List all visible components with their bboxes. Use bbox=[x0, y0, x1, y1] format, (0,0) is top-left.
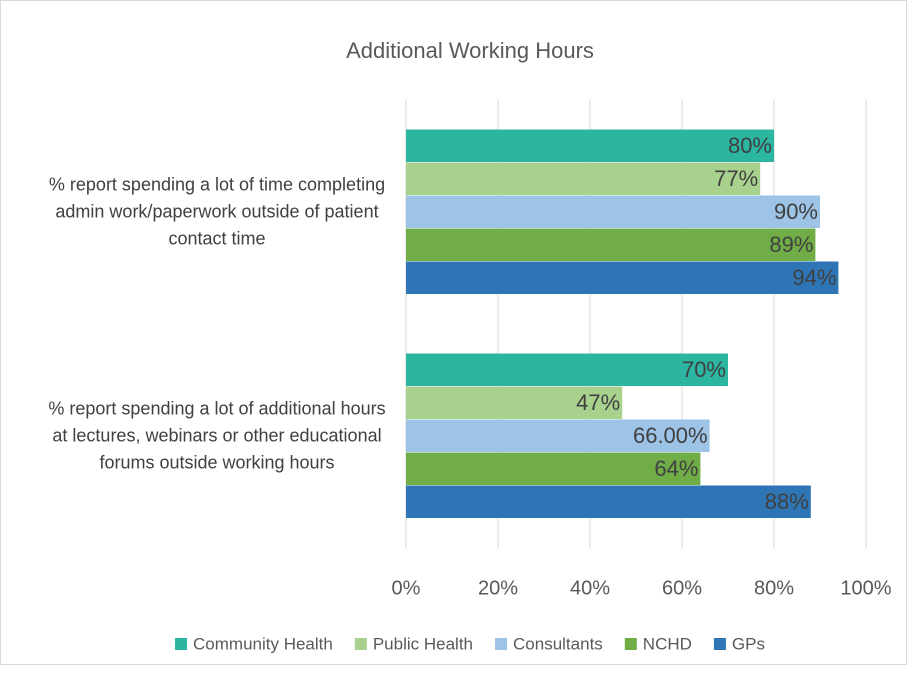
legend-label: NCHD bbox=[643, 634, 692, 653]
value-label: 89% bbox=[769, 232, 813, 257]
x-tick-label: 20% bbox=[478, 577, 518, 599]
x-tick-label: 40% bbox=[570, 577, 610, 599]
value-label: 88% bbox=[765, 489, 809, 514]
value-label: 64% bbox=[654, 456, 698, 481]
chart-title: Additional Working Hours bbox=[346, 38, 594, 63]
value-label: 94% bbox=[792, 265, 836, 290]
value-label: 66.00% bbox=[633, 423, 708, 448]
legend-swatch bbox=[624, 638, 637, 650]
value-label: 90% bbox=[774, 199, 818, 224]
bar bbox=[406, 261, 839, 294]
bar bbox=[406, 452, 701, 485]
bar bbox=[406, 419, 710, 452]
legend-swatch bbox=[354, 638, 367, 650]
bar bbox=[406, 228, 816, 261]
x-tick-label: 100% bbox=[840, 577, 891, 599]
bar bbox=[406, 353, 728, 386]
legend-label: Consultants bbox=[513, 634, 603, 653]
value-label: 80% bbox=[728, 133, 772, 158]
value-label: 70% bbox=[682, 357, 726, 382]
legend-label: GPs bbox=[732, 634, 765, 653]
x-tick-label: 0% bbox=[392, 577, 421, 599]
bar bbox=[406, 129, 774, 162]
x-tick-label: 60% bbox=[662, 577, 702, 599]
category-label: % report spending a lot of additional ho… bbox=[48, 398, 386, 473]
category-label: % report spending a lot of time completi… bbox=[48, 174, 386, 249]
legend-label: Public Health bbox=[373, 634, 473, 653]
bar bbox=[406, 485, 811, 518]
value-label: 77% bbox=[714, 166, 758, 191]
legend-swatch bbox=[175, 638, 188, 650]
x-tick-label: 80% bbox=[754, 577, 794, 599]
chart-border bbox=[0, 0, 907, 665]
value-label: 47% bbox=[576, 390, 620, 415]
legend-swatch bbox=[495, 638, 508, 650]
legend-swatch bbox=[713, 638, 726, 650]
bar bbox=[406, 195, 820, 228]
legend-label: Community Health bbox=[193, 634, 333, 653]
bar bbox=[406, 386, 623, 419]
bar bbox=[406, 162, 761, 195]
